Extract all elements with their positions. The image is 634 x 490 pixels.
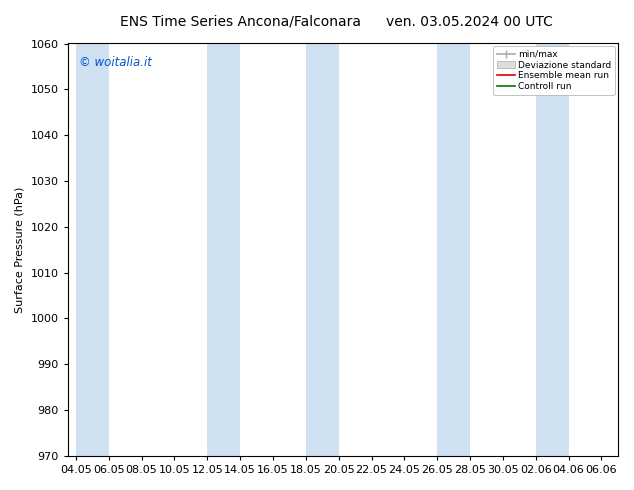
Y-axis label: Surface Pressure (hPa): Surface Pressure (hPa) (15, 187, 25, 313)
Bar (437, 44, 470, 456)
Bar (536, 44, 569, 456)
Text: ENS Time Series Ancona/Falconara: ENS Time Series Ancona/Falconara (120, 15, 361, 29)
Text: ven. 03.05.2024 00 UTC: ven. 03.05.2024 00 UTC (385, 15, 553, 29)
Text: © woitalia.it: © woitalia.it (79, 56, 152, 69)
Legend: min/max, Deviazione standard, Ensemble mean run, Controll run: min/max, Deviazione standard, Ensemble m… (493, 46, 615, 95)
Bar (207, 44, 240, 456)
Bar (306, 44, 339, 456)
Bar (76, 44, 109, 456)
